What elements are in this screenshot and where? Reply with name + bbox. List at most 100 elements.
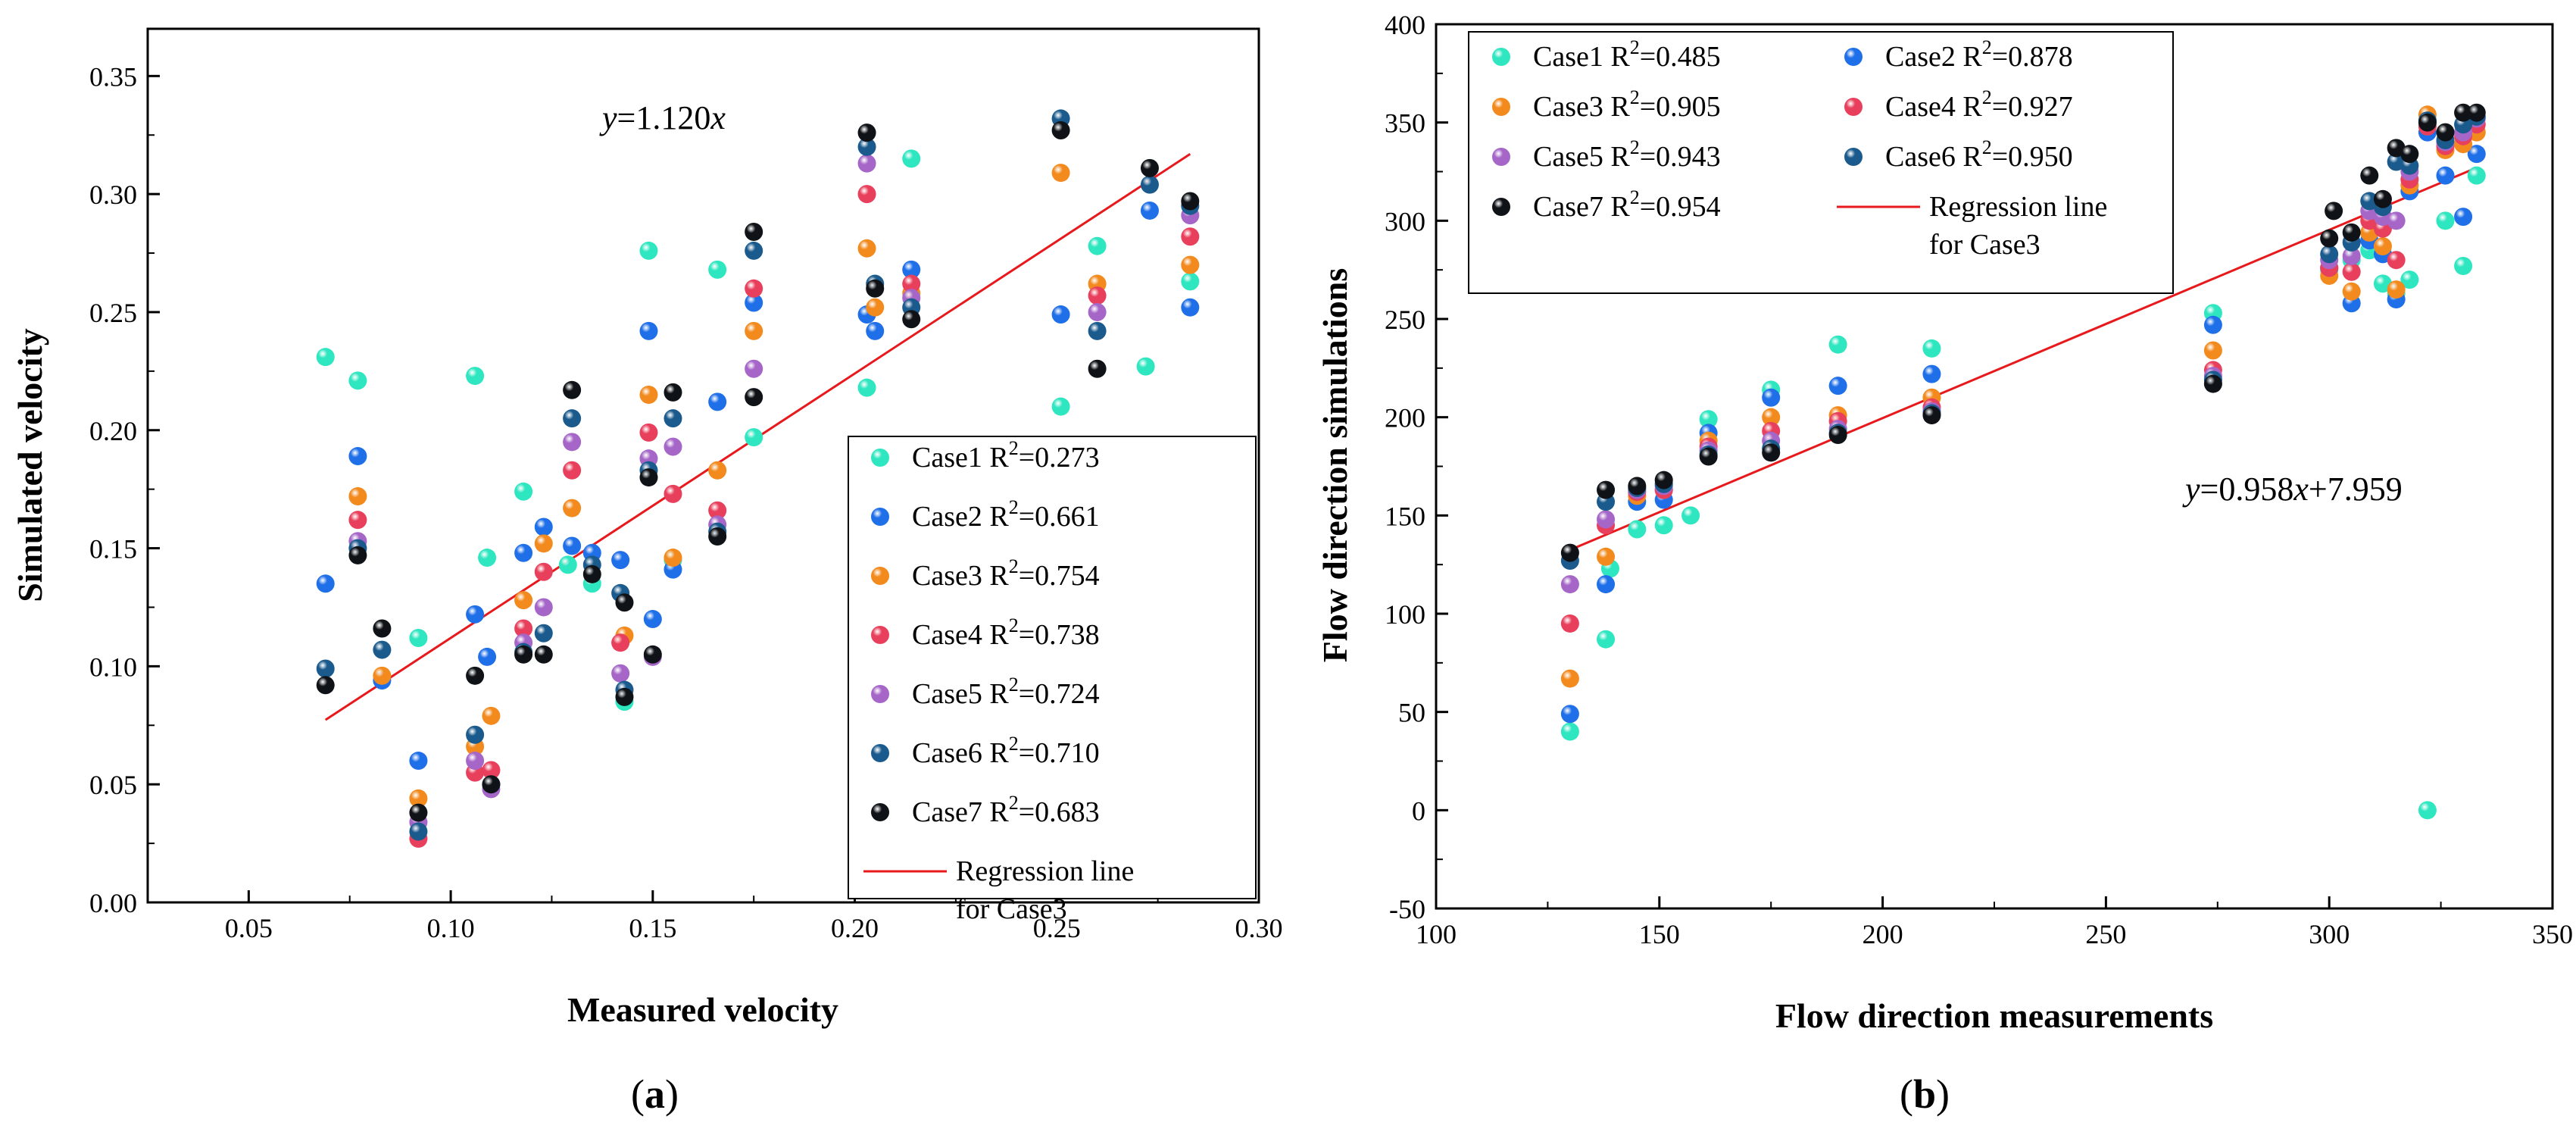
data-point-case2: [611, 551, 630, 570]
legend-label-case4: Case4 R2=0.927: [1885, 86, 2073, 123]
data-point-case4: [639, 423, 658, 442]
data-point-case1: [2467, 166, 2486, 185]
legend-label-case1: Case1 R2=0.485: [1533, 36, 1721, 73]
data-point-case1: [1088, 236, 1107, 255]
data-point-case7: [2436, 123, 2455, 142]
data-point-case3: [563, 499, 582, 517]
data-point-case1: [1654, 516, 1673, 535]
legend-series-name: Case6 R: [912, 737, 1009, 769]
x-tick-label: 0.25: [1033, 913, 1081, 943]
data-point-case3: [373, 666, 392, 685]
legend-regression-label-line2: for Case3: [956, 893, 1067, 925]
legend-series-name: Case7 R: [1533, 191, 1630, 223]
data-point-case7: [1654, 471, 1673, 489]
y-tick-label: 250: [1385, 305, 1425, 335]
data-point-case3: [2203, 341, 2222, 360]
data-point-case4: [902, 274, 921, 293]
data-point-case1: [348, 371, 367, 390]
data-point-case2: [2203, 315, 2222, 334]
panel-b-label: (b): [1900, 1071, 1950, 1117]
x-tick-label: 150: [1639, 919, 1680, 949]
data-point-case3: [639, 386, 658, 405]
data-point-case6: [1140, 175, 1159, 194]
data-point-case1: [558, 555, 577, 574]
data-point-case5: [466, 752, 485, 771]
data-point-case7: [466, 666, 485, 685]
y-tick-label: 0.35: [89, 61, 137, 92]
legend-label-case4: Case4 R2=0.738: [912, 614, 1100, 651]
data-point-case7: [2342, 223, 2361, 242]
y-tick-label: 0.15: [89, 534, 137, 564]
y-tick-label: 0.10: [89, 652, 137, 682]
data-point-case6: [857, 137, 876, 156]
y-tick-label: -50: [1389, 894, 1425, 924]
data-point-case2: [1828, 377, 1847, 396]
y-tick-label: 400: [1385, 10, 1425, 40]
panel-a-label: (a): [631, 1071, 679, 1117]
legend-r2-value: =0.485: [1640, 41, 1721, 73]
data-point-case2: [708, 392, 727, 411]
data-point-case6: [466, 725, 485, 744]
data-point-case2: [1051, 305, 1070, 324]
legend-r2-value: =0.710: [1019, 737, 1100, 769]
data-point-case2: [409, 752, 428, 771]
data-point-case1: [857, 378, 876, 397]
x-tick-label: 350: [2532, 919, 2573, 949]
data-point-case3: [745, 321, 763, 340]
panel-a-points-layer: [316, 109, 1200, 848]
legend-label-case3: Case3 R2=0.905: [1533, 86, 1721, 123]
legend-marker-case4: [1844, 98, 1863, 116]
data-point-case3: [2387, 280, 2406, 299]
legend-r2-value: =0.950: [1992, 141, 2073, 173]
y-tick-label: 0.20: [89, 416, 137, 446]
data-point-case7: [745, 222, 763, 241]
data-point-case4: [1181, 227, 1200, 246]
legend-r2-value: =0.273: [1019, 442, 1100, 474]
data-point-case7: [2400, 145, 2419, 164]
x-tick-label: 0.10: [427, 913, 475, 943]
data-point-case7: [1628, 477, 1647, 496]
data-point-case1: [1922, 339, 1941, 358]
data-point-case6: [316, 659, 335, 678]
y-tick-label: 200: [1385, 403, 1425, 433]
data-point-case4: [514, 619, 533, 638]
data-point-case3: [857, 239, 876, 258]
y-tick-label: 0.00: [89, 888, 137, 918]
data-point-case7: [745, 388, 763, 407]
data-point-case2: [866, 321, 885, 340]
data-point-case2: [1560, 705, 1579, 724]
legend-r2-superscript: 2: [1009, 496, 1019, 518]
data-point-case7: [1762, 443, 1781, 462]
legend-r2-superscript: 2: [1630, 136, 1640, 158]
data-point-case2: [348, 447, 367, 466]
data-point-case2: [466, 605, 485, 624]
legend-series-name: Case5 R: [1533, 141, 1630, 173]
legend-r2-value: =0.943: [1640, 141, 1721, 173]
data-point-case7: [1181, 192, 1200, 211]
legend-marker-case1: [871, 449, 889, 467]
data-point-case7: [643, 645, 662, 664]
panel-a-equation-slope: =1.120: [617, 99, 711, 136]
data-point-case3: [409, 789, 428, 808]
data-point-case5: [857, 154, 876, 173]
data-point-case7: [615, 593, 634, 612]
legend-label-case5: Case5 R2=0.724: [912, 674, 1100, 710]
legend-r2-value: =0.905: [1640, 91, 1721, 123]
legend-regression-label: Regression line: [956, 855, 1134, 887]
data-point-case7: [1088, 359, 1107, 378]
data-point-case6: [745, 241, 763, 260]
panel-b-y-axis-title: Flow direction simulations: [1316, 268, 1354, 663]
x-tick-label: 200: [1863, 919, 1903, 949]
legend-r2-superscript: 2: [1982, 36, 1992, 58]
data-point-case5: [1560, 575, 1579, 594]
y-tick-label: 50: [1398, 698, 1425, 728]
data-point-case5: [2387, 211, 2406, 230]
data-point-case7: [2454, 103, 2473, 122]
data-point-case2: [1597, 575, 1616, 594]
legend-regression-label-line2: for Case3: [1929, 229, 2041, 261]
legend-label-case6: Case6 R2=0.950: [1885, 136, 2073, 173]
data-point-case4: [857, 185, 876, 204]
data-point-case3: [1597, 547, 1616, 566]
